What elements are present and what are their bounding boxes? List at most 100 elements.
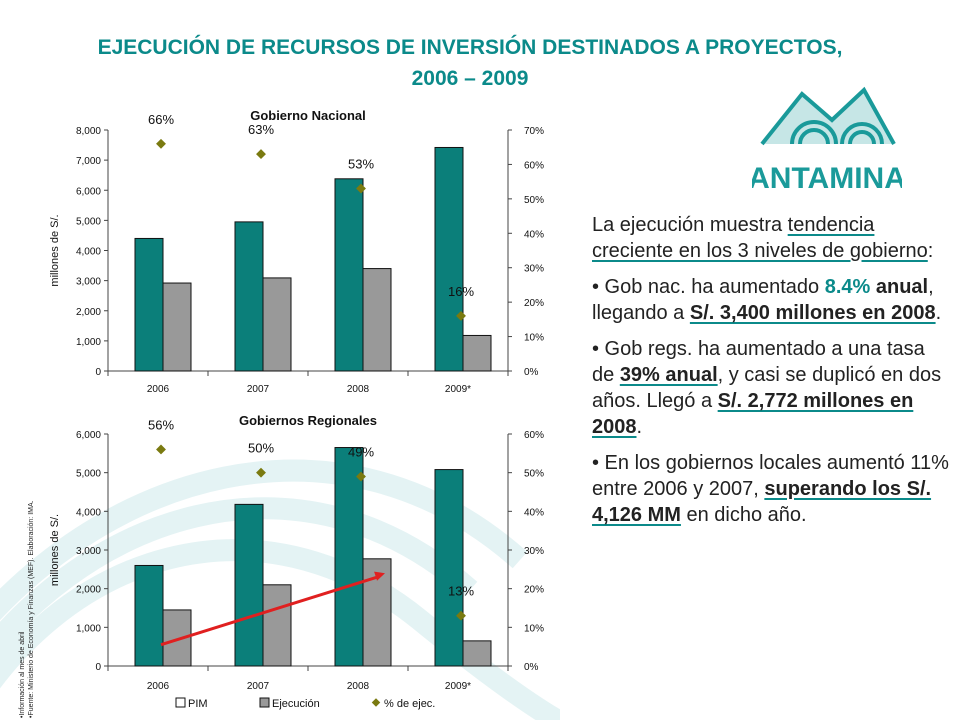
- intro-text: La ejecución muestra: [592, 214, 788, 236]
- chart2-pct-label: 49%: [348, 445, 374, 460]
- chart1-y-tick-label: 4,000: [76, 247, 101, 258]
- chart1-pct-marker: [356, 183, 366, 194]
- chart2-category-label: 2006: [147, 681, 170, 692]
- chart1-pct-marker: [156, 138, 166, 149]
- chart1-category-label: 2007: [247, 384, 270, 395]
- chart1-y2-tick-label: 70%: [524, 126, 544, 137]
- source-note-line2: •Fuente: Ministerio de Economía y Finanz…: [28, 500, 35, 718]
- chart1-y-tick-label: 1,000: [76, 337, 101, 348]
- chart1-bar-pim: [334, 178, 364, 372]
- bullet2-text2: , y casi se duplicó en dos años. Llegó a: [592, 364, 942, 412]
- chart1-bar-pim: [434, 146, 464, 372]
- slide-title-line1: EJECUCIÓN DE RECURSOS DE INVERSIÓN DESTI…: [97, 36, 843, 59]
- chart1-y2-tick-label: 40%: [524, 229, 544, 240]
- chart2-pct-marker: [256, 467, 266, 478]
- chart2-pct-label: 50%: [248, 441, 274, 456]
- chart2-y-axis-label: millones de S/.: [49, 514, 61, 586]
- chart1-y-tick-label: 3,000: [76, 277, 101, 288]
- chart2-category-label: 2009*: [445, 681, 471, 692]
- chart2-y-tick-label: 0: [95, 662, 101, 673]
- chart1-title: Gobierno Nacional: [250, 108, 366, 123]
- legend-swatch-ejecucion: [259, 697, 270, 708]
- source-note: •Información al mes de abril •Fuente: Mi…: [18, 408, 36, 718]
- chart1-y2-tick-label: 50%: [524, 195, 544, 206]
- chart2-y2-tick-label: 10%: [524, 623, 544, 634]
- bullet3-text2: en dicho año.: [680, 504, 807, 526]
- bullet2-period: .: [636, 416, 643, 438]
- chart1-bar-ejecucion: [462, 334, 492, 372]
- chart1-bar-pim: [234, 221, 264, 372]
- chart2-category-label: 2008: [347, 681, 370, 692]
- chart2-y-tick-label: 6,000: [76, 430, 101, 441]
- bullet1-text: • Gob nac. ha aumentado: [592, 276, 825, 298]
- bullet1-amount: S/. 3,400 millones en 2008: [689, 302, 936, 324]
- chart1-y-axis-label: millones de S/.: [49, 214, 61, 286]
- bullet-gob-nacional: • Gob nac. ha aumentado 8.4% anual, lleg…: [592, 274, 952, 326]
- bullet2-amount: S/. 2,772 millones en 2008: [592, 390, 914, 438]
- chart2-title: Gobiernos Regionales: [239, 413, 377, 428]
- chart1-y2-tick-label: 60%: [524, 160, 544, 171]
- bullet-gob-locales: • En los gobiernos locales aumentó 11% e…: [592, 450, 952, 528]
- chart2-y2-tick-label: 50%: [524, 469, 544, 480]
- bullet3-amount: superando los S/. 4,126 MM: [592, 478, 932, 526]
- legend-swatch-pct: [371, 698, 381, 707]
- chart2-y-tick-label: 4,000: [76, 507, 101, 518]
- chart1-pct-label: 63%: [248, 122, 274, 137]
- chart2-y2-tick-label: 30%: [524, 546, 544, 557]
- chart2-y2-tick-label: 20%: [524, 585, 544, 596]
- chart2-bar-ejecucion: [462, 640, 492, 667]
- legend-label-pct: % de ejec.: [384, 698, 435, 710]
- chart1-pct-label: 66%: [148, 112, 174, 127]
- chart2-bar-ejecucion: [262, 584, 292, 667]
- chart2-trend-arrow-line: [160, 575, 378, 647]
- chart1-pct-marker: [456, 310, 466, 321]
- chart2-y-tick-label: 5,000: [76, 469, 101, 480]
- chart2-y-tick-label: 1,000: [76, 623, 101, 634]
- bullet1-period: .: [935, 302, 942, 324]
- chart1-pct-label: 16%: [448, 284, 474, 299]
- chart1-bar-ejecucion: [162, 282, 192, 372]
- chart1-pct-marker: [256, 149, 266, 160]
- commentary-text: La ejecución muestra tendencia creciente…: [592, 212, 952, 538]
- chart1-pct-label: 53%: [348, 157, 374, 172]
- chart2-bar-pim: [134, 564, 164, 667]
- antamina-logo: ANTAMINA: [752, 86, 902, 195]
- bullet3-text: • En los gobiernos locales aumentó 11% e…: [592, 452, 949, 500]
- chart1-y-tick-label: 6,000: [76, 186, 101, 197]
- chart1-bar-pim: [134, 237, 164, 372]
- bullet1-text2: , llegando a: [592, 276, 934, 324]
- chart1-y-tick-label: 2,000: [76, 307, 101, 318]
- chart1-bar-ejecucion: [262, 277, 292, 372]
- chart2-y-tick-label: 2,000: [76, 585, 101, 596]
- chart1-y2-tick-label: 20%: [524, 298, 544, 309]
- legend-swatch-pim: [175, 697, 186, 708]
- chart2-pct-label: 56%: [148, 417, 174, 432]
- chart2-category-label: 2007: [247, 681, 270, 692]
- bullet1-anual: anual: [875, 276, 929, 298]
- chart2-trend-arrow-head: [374, 571, 385, 581]
- chart1-bar-ejecucion: [362, 268, 392, 372]
- chart2-pct-label: 13%: [448, 584, 474, 599]
- chart2-pct-marker: [356, 471, 366, 482]
- legend-label-pim: PIM: [188, 698, 208, 710]
- bullet1-rate: 8.4%: [824, 276, 871, 298]
- chart1-y2-tick-label: 0%: [524, 367, 539, 378]
- chart1-y-tick-label: 8,000: [76, 126, 101, 137]
- intro-colon: :: [927, 240, 934, 262]
- chart2-y2-tick-label: 40%: [524, 507, 544, 518]
- intro-highlight: tendencia creciente en los 3 niveles de …: [592, 214, 928, 262]
- bullet2-text: • Gob regs. ha aumentado a una tasa de: [592, 338, 925, 386]
- chart2-pct-marker: [456, 610, 466, 621]
- legend-label-ejecucion: Ejecución: [272, 698, 320, 710]
- chart2-pct-marker: [156, 444, 166, 455]
- bullet2-rate: 39% anual: [619, 364, 718, 386]
- slide-title-line2: 2006 – 2009: [411, 67, 529, 90]
- chart2-y2-tick-label: 0%: [524, 662, 539, 673]
- bullet-gob-regionales: • Gob regs. ha aumentado a una tasa de 3…: [592, 336, 952, 440]
- chart1-y2-tick-label: 30%: [524, 264, 544, 275]
- chart1-category-label: 2006: [147, 384, 170, 395]
- chart2-y-tick-label: 3,000: [76, 546, 101, 557]
- chart1-category-label: 2009*: [445, 384, 471, 395]
- source-note-line1: •Información al mes de abril: [19, 631, 26, 719]
- chart1-y2-tick-label: 10%: [524, 333, 544, 344]
